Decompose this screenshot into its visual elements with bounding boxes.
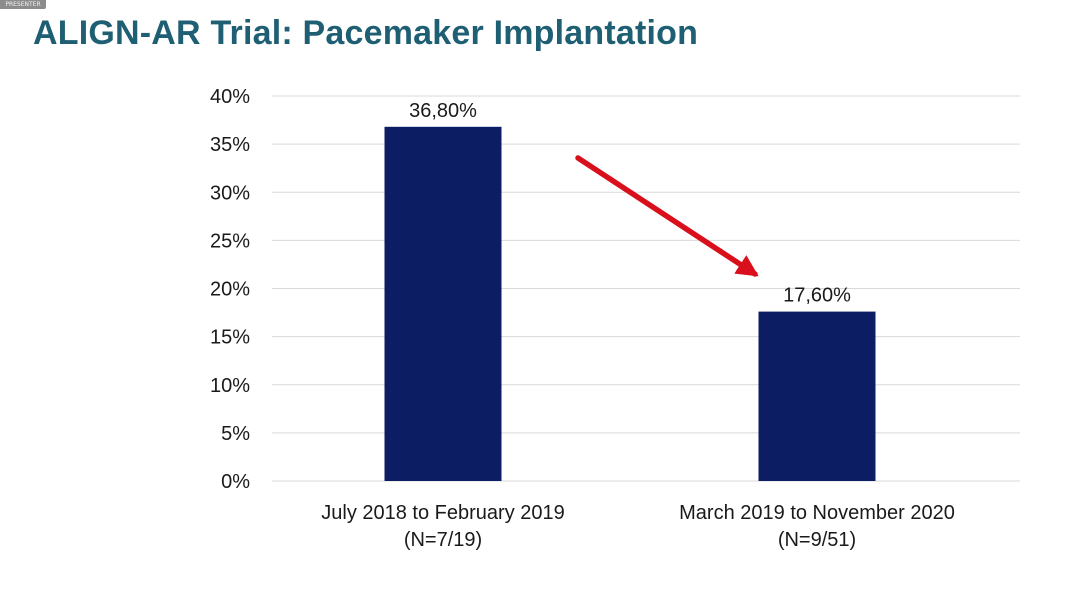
x-tick-label-1: March 2019 to November 2020	[679, 502, 955, 524]
y-tick-label-0: 0%	[221, 471, 250, 493]
x-tick-sublabel-1: (N=9/51)	[778, 529, 856, 551]
y-axis-ticks: 0% 5% 10% 15% 20% 25% 30% 35% 40%	[210, 86, 250, 493]
bar-1	[758, 311, 876, 481]
y-tick-label-20: 20%	[210, 279, 250, 301]
x-tick-label-0: July 2018 to February 2019	[321, 502, 565, 524]
presenter-corner-tag: PRESENTER	[0, 0, 46, 9]
annotations	[575, 155, 759, 277]
data-label-1: 17,60%	[783, 285, 851, 307]
y-tick-label-25: 25%	[210, 230, 250, 252]
trend-arrow	[575, 155, 759, 277]
y-tick-label-40: 40%	[210, 86, 250, 108]
bars	[384, 126, 876, 482]
category-labels: July 2018 to February 2019 (N=7/19) March …	[321, 502, 955, 551]
y-tick-label-30: 30%	[210, 182, 250, 204]
y-tick-label-15: 15%	[210, 327, 250, 349]
y-tick-label-10: 10%	[210, 375, 250, 397]
gridlines	[272, 95, 1020, 482]
x-tick-sublabel-0: (N=7/19)	[404, 529, 482, 551]
data-labels: 36,80% 17,60%	[409, 100, 851, 307]
chart-title: ALIGN-AR Trial: Pacemaker Implantation	[33, 14, 699, 52]
data-label-0: 36,80%	[409, 100, 477, 122]
y-tick-label-35: 35%	[210, 134, 250, 156]
y-tick-label-5: 5%	[221, 423, 250, 445]
bar-0	[384, 126, 502, 482]
